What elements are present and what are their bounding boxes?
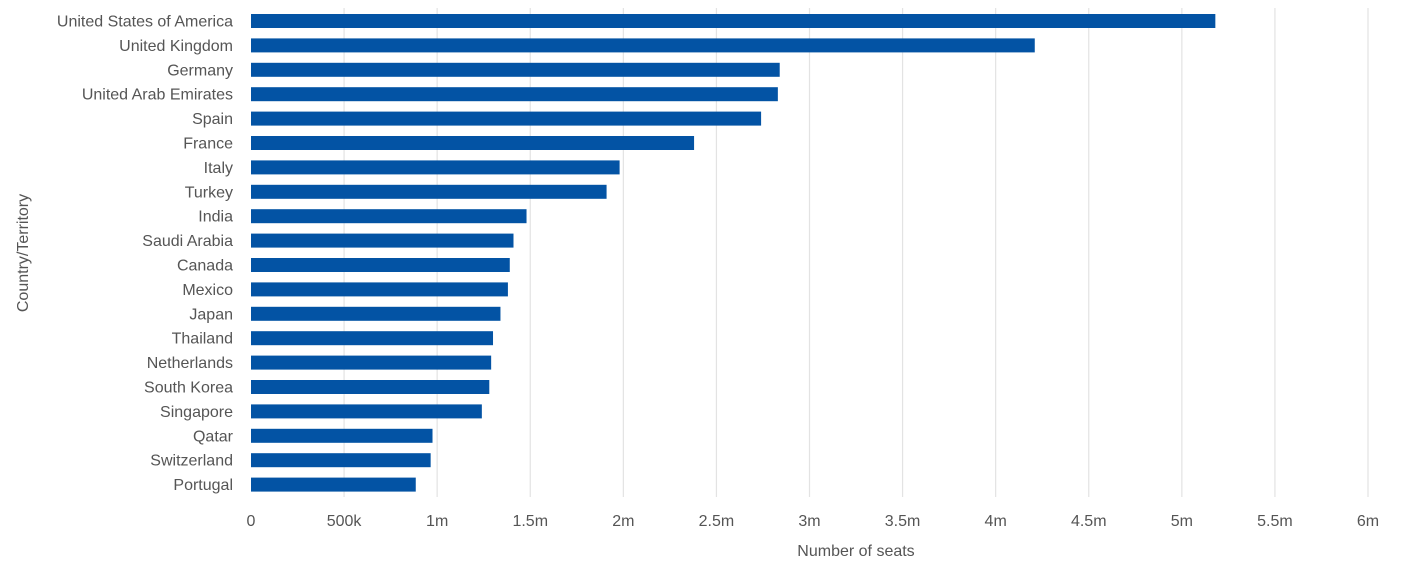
category-label: Canada (177, 258, 233, 275)
category-label: India (198, 209, 233, 226)
category-label: Japan (189, 306, 233, 323)
bar[interactable] (251, 306, 501, 321)
bar[interactable] (251, 136, 695, 150)
category-label: United Kingdom (119, 38, 233, 55)
category-label: United Arab Emirates (82, 87, 233, 104)
bar[interactable] (251, 87, 778, 102)
category-label: Mexico (182, 282, 233, 299)
bar[interactable] (251, 160, 620, 175)
y-axis-title: Country/Territory (15, 194, 32, 312)
x-tick-label: 500k (327, 513, 363, 530)
x-tick-label: 2.5m (699, 513, 735, 530)
category-label: Netherlands (147, 355, 233, 372)
bar[interactable] (251, 38, 1035, 53)
x-tick-label: 5m (1171, 513, 1193, 530)
category-label: Italy (204, 160, 233, 177)
category-label: Portugal (173, 477, 233, 494)
x-axis-title: Number of seats (797, 543, 914, 560)
x-tick-label: 1m (426, 513, 448, 530)
category-label: France (183, 136, 233, 153)
bar[interactable] (251, 331, 494, 346)
x-tick-label: 3.5m (885, 513, 921, 530)
category-label: Singapore (160, 404, 233, 421)
category-labels: United States of America United Kingdom Ge… (57, 14, 234, 495)
category-label: Turkey (185, 184, 233, 201)
x-tick-label: 4.5m (1071, 513, 1107, 530)
bar[interactable] (251, 355, 492, 370)
bar[interactable] (251, 404, 482, 419)
bar[interactable] (251, 184, 607, 199)
category-label: Thailand (172, 331, 233, 348)
bar[interactable] (251, 233, 514, 248)
x-tick-label: 6m (1357, 513, 1379, 530)
category-label: Spain (192, 111, 233, 128)
category-label: Switzerland (150, 453, 233, 470)
category-label: United States of America (57, 14, 233, 31)
x-tick-label: 3m (798, 513, 820, 530)
bar[interactable] (251, 282, 508, 297)
category-label: Qatar (193, 428, 234, 445)
bar[interactable] (251, 111, 762, 126)
x-tick-label: 1.5m (512, 513, 548, 530)
category-label: Germany (167, 62, 233, 79)
gridlines (343, 8, 1369, 497)
bar[interactable] (251, 380, 490, 394)
bar[interactable] (251, 258, 510, 272)
category-label: South Korea (144, 380, 233, 397)
bar[interactable] (251, 428, 433, 443)
bar[interactable] (251, 453, 431, 468)
bar[interactable] (251, 477, 416, 492)
category-label: Saudi Arabia (142, 233, 233, 250)
x-tick-label: 2m (612, 513, 634, 530)
x-tick-labels: 0 500k 1m 1.5m 2m 2.5m 3m 3.5m 4m 4.5m 5m 5.5m 6m (247, 513, 1380, 530)
bar[interactable] (251, 209, 527, 224)
bars (251, 14, 1216, 492)
x-tick-label: 5.5m (1257, 513, 1293, 530)
bar[interactable] (251, 14, 1216, 28)
bar[interactable] (251, 62, 780, 77)
x-tick-label: 0 (247, 513, 256, 530)
x-tick-label: 4m (985, 513, 1007, 530)
